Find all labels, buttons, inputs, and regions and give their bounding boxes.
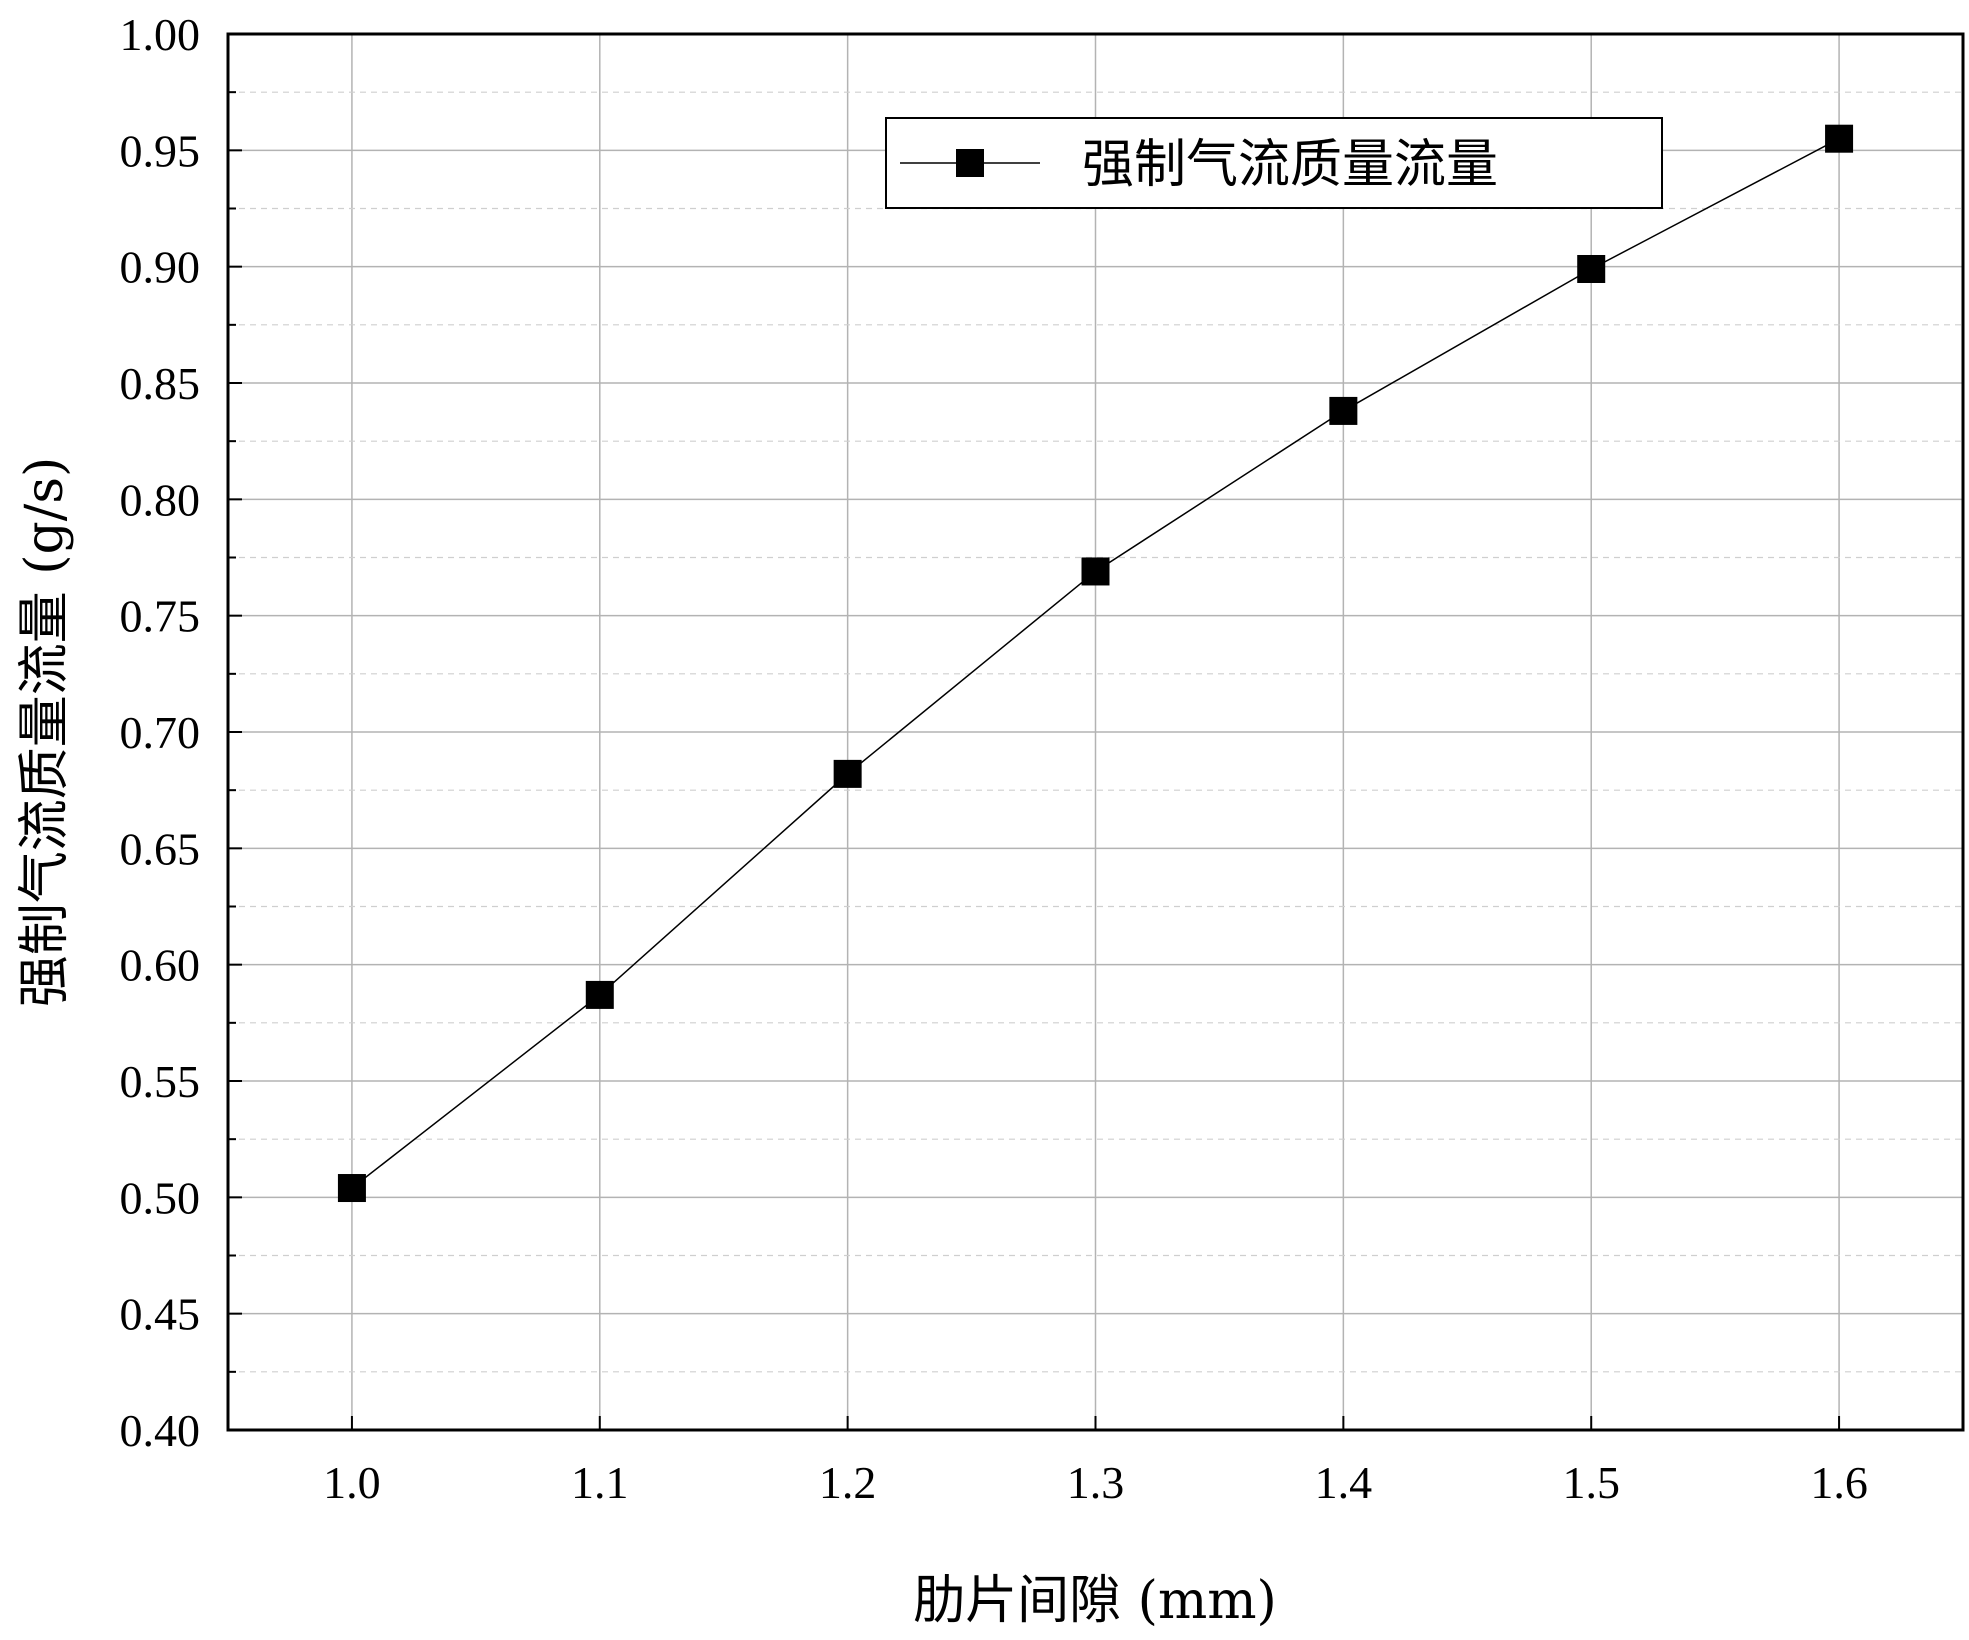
y-tick-labels: 0.40 0.45 0.50 0.55 0.60 0.65 0.70 0.75 0.80 0.85…	[120, 9, 201, 1456]
data-point-marker	[585, 980, 614, 1009]
data-point-marker	[1577, 254, 1606, 283]
series-markers	[337, 124, 1854, 1203]
y-axis-title: 强制气流质量流量 (g/s)	[15, 457, 75, 1008]
data-point-marker	[833, 759, 862, 788]
y-tick-label: 0.75	[120, 591, 201, 642]
y-tick-label: 0.45	[120, 1289, 201, 1340]
x-tick-label: 1.5	[1562, 1457, 1620, 1508]
x-tick-labels: 1.0 1.1 1.2 1.3 1.4 1.5 1.6	[323, 1457, 1868, 1508]
x-tick-label: 1.4	[1315, 1457, 1373, 1508]
y-tick-label: 0.60	[120, 940, 201, 991]
y-tick-label: 1.00	[120, 9, 201, 60]
y-tick-label: 0.80	[120, 474, 201, 525]
data-point-marker	[1329, 396, 1358, 425]
legend-label: 强制气流质量流量	[1082, 135, 1498, 195]
y-tick-label: 0.55	[120, 1056, 201, 1107]
x-tick-label: 1.0	[323, 1457, 381, 1508]
x-tick-label: 1.1	[571, 1457, 629, 1508]
y-tick-label: 0.50	[120, 1172, 201, 1223]
plot-area	[226, 32, 1965, 1432]
y-tick-label: 0.40	[120, 1405, 201, 1456]
x-tick-label: 1.6	[1810, 1457, 1868, 1508]
y-tick-label: 0.90	[120, 242, 201, 293]
y-tick-label: 0.65	[120, 823, 201, 874]
x-tick-label: 1.3	[1067, 1457, 1125, 1508]
y-tick-label: 0.70	[120, 707, 201, 758]
data-point-marker	[1825, 124, 1854, 153]
y-tick-label: 0.95	[120, 125, 201, 176]
plot-frame	[226, 32, 1965, 1432]
x-tick-label: 1.2	[819, 1457, 877, 1508]
x-axis-title: 肋片间隙 (mm)	[913, 1571, 1277, 1631]
data-point-marker	[1081, 557, 1110, 586]
data-point-marker	[337, 1174, 366, 1203]
y-tick-label: 0.85	[120, 358, 201, 409]
legend-marker-sample	[956, 149, 984, 177]
legend: 强制气流质量流量	[885, 117, 1663, 209]
